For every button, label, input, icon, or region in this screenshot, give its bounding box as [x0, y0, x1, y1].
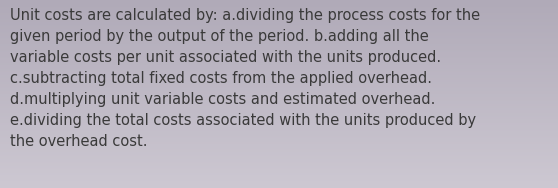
Text: Unit costs are calculated by: a.dividing the process costs for the
given period : Unit costs are calculated by: a.dividing… [10, 8, 480, 149]
